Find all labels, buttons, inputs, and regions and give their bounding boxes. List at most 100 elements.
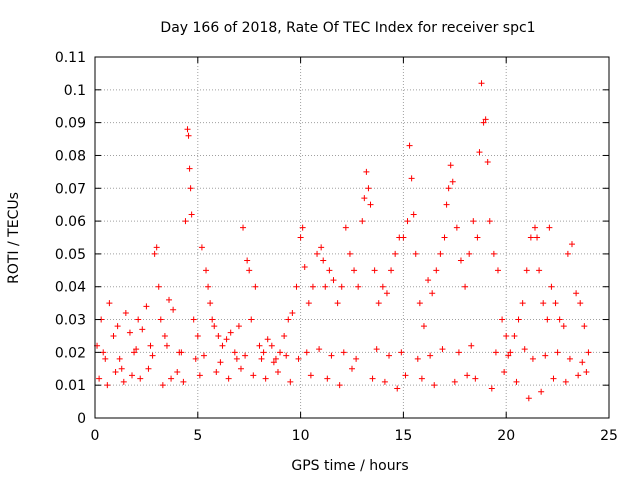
data-point bbox=[324, 375, 331, 382]
data-point bbox=[330, 277, 337, 284]
data-point bbox=[318, 244, 325, 251]
data-point bbox=[211, 323, 218, 330]
data-point bbox=[182, 218, 189, 225]
data-point bbox=[200, 352, 207, 359]
data-point bbox=[507, 349, 514, 356]
data-point bbox=[542, 352, 549, 359]
data-point bbox=[534, 234, 541, 241]
data-point bbox=[383, 290, 390, 297]
y-tick-labels: 0 0.01 0.02 0.03 0.04 0.05 0.06 0.07 0.08 0.09 0.1… bbox=[55, 50, 86, 427]
data-point bbox=[400, 234, 407, 241]
data-point bbox=[190, 316, 197, 323]
data-point bbox=[116, 355, 123, 362]
data-point bbox=[135, 316, 142, 323]
data-point bbox=[270, 359, 277, 366]
data-point bbox=[416, 300, 423, 307]
data-point bbox=[451, 378, 458, 385]
y-tick-label: 0.01 bbox=[55, 378, 86, 394]
data-point bbox=[492, 349, 499, 356]
data-point bbox=[157, 316, 164, 323]
data-point bbox=[297, 234, 304, 241]
plot-border bbox=[94, 56, 610, 419]
data-point bbox=[260, 349, 267, 356]
data-point bbox=[546, 224, 553, 231]
data-point bbox=[464, 372, 471, 379]
y-axis-label: ROTI / TECUs bbox=[6, 192, 22, 284]
data-point bbox=[466, 250, 473, 257]
data-point bbox=[371, 267, 378, 274]
data-point bbox=[192, 355, 199, 362]
data-point bbox=[474, 234, 481, 241]
data-point bbox=[205, 283, 212, 290]
data-point bbox=[550, 375, 557, 382]
data-point bbox=[186, 165, 193, 172]
data-point bbox=[566, 355, 573, 362]
data-point bbox=[379, 283, 386, 290]
data-point bbox=[242, 352, 249, 359]
data-point bbox=[209, 316, 216, 323]
data-point bbox=[159, 382, 166, 389]
x-axis-label: GPS time / hours bbox=[291, 458, 408, 474]
data-point bbox=[441, 234, 448, 241]
data-point bbox=[367, 201, 374, 208]
data-point bbox=[213, 369, 220, 376]
data-point bbox=[102, 355, 109, 362]
data-point bbox=[196, 372, 203, 379]
data-point bbox=[248, 316, 255, 323]
y-tick-label: 0.09 bbox=[55, 116, 86, 132]
data-point bbox=[349, 365, 355, 372]
data-point bbox=[299, 224, 306, 231]
data-point bbox=[176, 349, 183, 356]
data-point bbox=[217, 359, 224, 366]
data-point bbox=[240, 224, 247, 231]
data-point bbox=[246, 267, 253, 274]
data-point bbox=[439, 346, 446, 353]
data-point bbox=[338, 283, 345, 290]
data-point bbox=[573, 290, 580, 297]
data-point bbox=[174, 369, 181, 376]
data-point bbox=[131, 349, 138, 356]
data-points bbox=[94, 80, 592, 402]
data-point bbox=[556, 316, 563, 323]
data-point bbox=[145, 365, 152, 372]
data-point bbox=[180, 378, 187, 385]
data-point bbox=[373, 346, 380, 353]
data-point bbox=[194, 332, 201, 339]
x-tick-label: 20 bbox=[497, 428, 515, 444]
data-point bbox=[361, 195, 368, 202]
data-point bbox=[453, 224, 460, 231]
data-point bbox=[386, 352, 393, 359]
data-point bbox=[161, 332, 168, 339]
data-point bbox=[184, 126, 191, 133]
data-point bbox=[110, 332, 117, 339]
y-tick-label: 0.1 bbox=[64, 83, 86, 99]
data-point bbox=[560, 323, 567, 330]
data-point bbox=[529, 355, 536, 362]
data-point bbox=[482, 116, 489, 123]
y-tick-label: 0.02 bbox=[55, 345, 86, 361]
data-point bbox=[418, 375, 425, 382]
data-point bbox=[476, 149, 483, 156]
data-point bbox=[577, 300, 584, 307]
data-point bbox=[363, 168, 370, 175]
x-tick-label: 15 bbox=[394, 428, 412, 444]
data-point bbox=[326, 267, 333, 274]
data-point bbox=[264, 336, 271, 343]
data-point bbox=[472, 375, 479, 382]
data-point bbox=[320, 257, 327, 264]
data-point bbox=[120, 378, 127, 385]
data-point bbox=[231, 349, 238, 356]
data-point bbox=[170, 306, 177, 313]
data-point bbox=[314, 250, 321, 257]
data-point bbox=[480, 119, 487, 126]
data-point bbox=[445, 185, 452, 192]
data-point bbox=[163, 342, 170, 349]
data-point bbox=[470, 218, 477, 225]
data-point bbox=[398, 349, 405, 356]
data-point bbox=[203, 267, 210, 274]
data-point bbox=[562, 378, 569, 385]
data-point bbox=[531, 224, 538, 231]
data-point bbox=[353, 355, 360, 362]
data-point bbox=[126, 329, 133, 336]
